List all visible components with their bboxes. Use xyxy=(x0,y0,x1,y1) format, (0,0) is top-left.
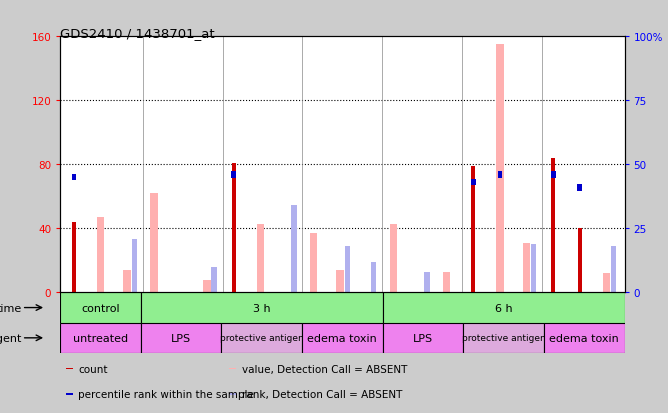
Text: 3 h: 3 h xyxy=(253,303,271,313)
Bar xyxy=(230,368,236,370)
Bar xyxy=(551,159,555,293)
Text: count: count xyxy=(78,364,108,374)
Text: rank, Detection Call = ABSENT: rank, Detection Call = ABSENT xyxy=(242,389,402,399)
Bar xyxy=(232,164,236,293)
Bar xyxy=(471,180,476,186)
Text: value, Detection Call = ABSENT: value, Detection Call = ABSENT xyxy=(242,364,407,374)
Bar xyxy=(472,166,476,293)
Bar xyxy=(389,224,397,293)
Bar xyxy=(496,45,504,293)
Bar xyxy=(203,280,211,293)
Bar xyxy=(97,218,104,293)
Text: protective antigen: protective antigen xyxy=(462,334,546,342)
Text: edema toxin: edema toxin xyxy=(307,333,377,343)
Bar xyxy=(132,239,137,293)
Bar xyxy=(345,247,350,293)
Bar xyxy=(578,229,582,293)
Bar xyxy=(544,323,625,353)
Bar xyxy=(531,244,536,293)
Bar xyxy=(577,185,582,191)
Bar xyxy=(141,293,383,323)
Text: protective antigen: protective antigen xyxy=(220,334,303,342)
Bar xyxy=(498,172,502,178)
Bar xyxy=(291,206,297,293)
Bar xyxy=(221,323,302,353)
Bar xyxy=(231,172,236,178)
Bar xyxy=(150,194,158,293)
Bar xyxy=(611,247,616,293)
Bar xyxy=(551,172,556,178)
Bar xyxy=(60,323,141,353)
Bar xyxy=(371,262,376,293)
Text: LPS: LPS xyxy=(171,333,191,343)
Bar xyxy=(383,293,625,323)
Bar xyxy=(230,393,236,395)
Text: edema toxin: edema toxin xyxy=(549,333,619,343)
Bar xyxy=(124,271,131,293)
Bar xyxy=(65,393,73,395)
Bar xyxy=(302,323,383,353)
Text: percentile rank within the sample: percentile rank within the sample xyxy=(78,389,254,399)
Bar xyxy=(141,323,221,353)
Text: untreated: untreated xyxy=(73,333,128,343)
Bar xyxy=(60,293,141,323)
Bar xyxy=(310,234,317,293)
Bar xyxy=(257,224,264,293)
Bar xyxy=(211,267,216,293)
Bar xyxy=(65,368,73,370)
Bar xyxy=(71,175,76,181)
Bar xyxy=(464,323,544,353)
Bar xyxy=(72,223,76,293)
Text: time: time xyxy=(0,303,22,313)
Text: agent: agent xyxy=(0,333,22,343)
Text: LPS: LPS xyxy=(413,333,433,343)
Bar xyxy=(424,272,430,293)
Text: 6 h: 6 h xyxy=(495,303,512,313)
Text: GDS2410 / 1438701_at: GDS2410 / 1438701_at xyxy=(60,27,214,40)
Bar xyxy=(443,272,450,293)
Bar xyxy=(383,323,464,353)
Bar xyxy=(337,271,344,293)
Text: control: control xyxy=(81,303,120,313)
Bar xyxy=(603,273,610,293)
Bar xyxy=(523,243,530,293)
